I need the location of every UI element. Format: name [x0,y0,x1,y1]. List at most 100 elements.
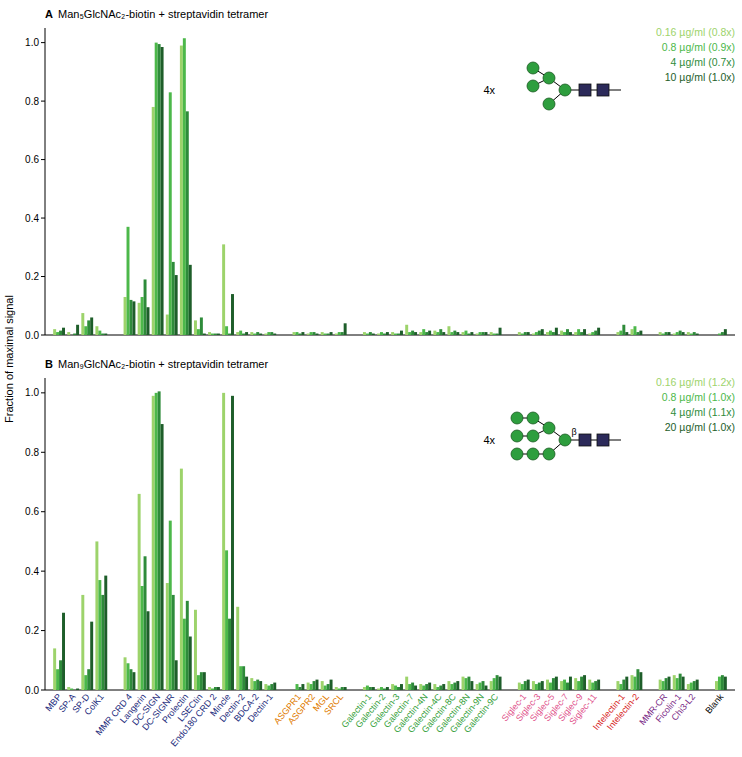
y-axis [45,28,46,335]
bar [73,334,76,335]
bar [344,323,347,335]
bar [636,669,639,690]
bar [456,332,459,335]
glycan-glcnac [597,434,609,446]
bar [439,329,442,335]
y-tick-label: 0.0 [25,330,39,341]
bar [175,660,178,690]
bar [327,334,330,335]
bar [636,332,639,335]
bar [594,681,597,690]
bar [563,680,566,690]
bar [203,672,206,690]
bar [330,680,333,690]
bar [482,332,485,335]
bar [144,556,147,690]
bar [715,681,718,690]
bar [256,680,259,690]
bar [194,610,197,690]
bar [560,331,563,335]
bar [377,334,380,335]
bar [321,681,324,690]
bar [574,332,577,335]
bar [552,678,555,690]
bar [301,684,304,690]
bar [682,677,685,690]
bar [307,683,310,690]
bar [158,391,161,690]
bar [532,334,535,335]
bar [152,396,155,690]
bar [693,681,696,690]
bar [439,686,442,690]
panel-label: B [45,358,53,370]
glycan-mannose [527,80,539,92]
bar [405,677,408,690]
bar [203,334,206,335]
bar [422,686,425,690]
bar [462,332,465,335]
bar [228,334,231,335]
bar [183,619,186,690]
bar [155,43,158,335]
bar [569,677,572,690]
bar [524,681,527,690]
bar [186,111,189,335]
y-tick [41,630,45,631]
bar [293,332,296,335]
bar [242,334,245,335]
bar [316,334,319,335]
bar [172,262,175,335]
bar [231,294,234,335]
bar [541,329,544,335]
bar [132,301,135,335]
bar [482,681,485,690]
y-tick [41,690,45,691]
bar [619,331,622,335]
bar [532,681,535,690]
bar [521,334,524,335]
y-tick-label: 0.8 [25,447,39,458]
bar [476,334,479,335]
panel-title: Man₉GlcNAc₂-biotin + streptavidin tetram… [58,358,268,370]
bar [394,686,397,690]
bar [313,681,316,690]
bar [665,678,668,690]
glycan-mannose [511,412,523,424]
bar [338,689,341,690]
y-tick-label: 0.2 [25,625,39,636]
bar [470,332,473,335]
bar [597,680,600,690]
y-tick-label: 0.8 [25,96,39,107]
bar [161,424,164,690]
glycan-glcnac [579,434,591,446]
bar [298,334,301,335]
bar [73,690,76,691]
bar [245,677,248,690]
glycan-mannose [543,422,555,434]
bar [169,521,172,690]
bar [335,687,338,690]
y-tick-label: 0.0 [25,685,39,696]
bar [380,332,383,335]
y-tick [41,571,45,572]
bar [690,334,693,335]
y-axis-title: Fraction of maximal signal [3,295,15,423]
bar [464,331,467,335]
bar [53,648,56,690]
bar [222,393,225,690]
glycan-mannose [543,448,555,460]
bar [124,657,127,690]
bar [405,325,408,335]
bar [90,622,93,690]
y-tick [41,276,45,277]
bars [53,391,727,690]
y-tick [41,452,45,453]
bar [535,684,538,690]
bar [197,675,200,690]
bar [270,684,273,690]
y-tick-label: 0.2 [25,271,39,282]
y-tick-label: 0.6 [25,154,39,165]
bar [76,689,79,690]
bar [253,681,256,690]
